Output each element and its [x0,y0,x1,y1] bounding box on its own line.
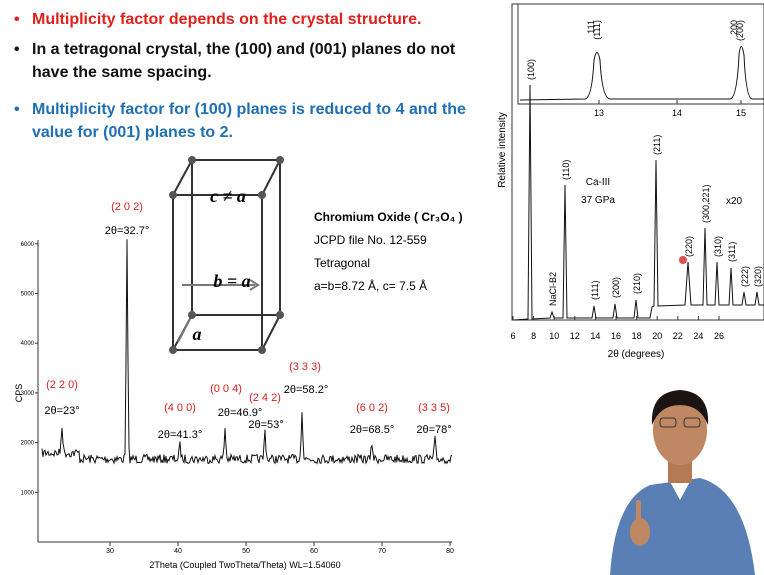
peak-hkl: (2 4 2) [249,392,281,404]
x-tick-label: 10 [549,331,559,341]
peak-hkl: (3 3 3) [289,361,321,373]
peak-angle: 2θ=32.7° [105,225,149,237]
peak-hkl: (3 3 5) [418,402,450,414]
x-tick-label: 26 [714,331,724,341]
x-axis-label: 2Theta (Coupled TwoTheta/Theta) WL=1.540… [149,560,340,570]
peak-label: (110) [561,160,571,180]
x-tick-label: 40 [174,548,182,555]
peak-hkl: (0 0 4) [210,383,242,395]
peak-angle: 2θ=78° [416,424,451,436]
x-tick-label: 13 [594,108,604,118]
x-tick-label: 22 [673,331,683,341]
peak-hkl: (2 0 2) [111,201,143,213]
x-tick-label: 6 [510,331,515,341]
peak-label: (310) [713,236,723,257]
x-tick-label: 18 [632,331,642,341]
x-tick-label: 50 [242,548,250,555]
presenter [610,390,755,575]
peak-label: (111) [590,280,600,300]
peak-label: (211) [652,135,662,155]
inset-frame [518,4,764,104]
x-tick-label: 20 [652,331,662,341]
y-tick-label: 4000 [21,341,35,347]
peak-angle: 2θ=41.3° [158,429,202,441]
material-info: Tetragonal [314,256,370,270]
peak-label: (210) [632,273,642,294]
y-axis-label: Relative intensity [497,112,508,188]
material-info: JCPD file No. 12-559 [314,233,427,247]
peak-hkl: (2 2 0) [46,379,78,391]
y-tick-label: 1000 [21,490,35,496]
x-tick-label: 80 [446,548,454,555]
peak-label: NaCl-B2 [548,272,558,306]
peak-angle: 2θ=68.5° [350,424,394,436]
peak-label: (220) [684,236,694,257]
diagram-label: b = a [213,271,250,291]
x-axis-label: 2θ (degrees) [608,349,665,360]
peak-label: (320) [753,266,763,287]
peak-label: (200) [611,277,621,298]
x-tick-label: 14 [590,331,600,341]
y-tick-label: 2000 [21,441,35,447]
x-tick-label: 24 [693,331,703,341]
peak-hkl: (6 0 2) [356,402,388,414]
x-tick-label: 70 [378,548,386,555]
inset-trace [520,47,764,101]
slide: Multiplicity factor depends on the cryst… [0,0,764,575]
x-tick-label: 8 [531,331,536,341]
y-tick-label: 5000 [21,292,35,298]
diagram-label: c ≠ a [210,186,246,206]
diagram-label: a [193,324,202,344]
peak-label: (222) [740,266,750,287]
x-tick-label: 12 [570,331,580,341]
note: x20 [726,196,743,207]
note: 37 GPa [581,195,615,206]
figure: c ≠ a b = a a Chromium Oxide ( Cr₃O₄ ) JCPD … [0,0,764,575]
peak-angle: 2θ=53° [248,419,283,431]
peak-label: (300,221) [701,184,711,223]
material-info: a=b=8.72 Å, c= 7.5 Å [314,278,427,293]
peak-label: (311) [727,242,737,262]
peak-label: (111) [592,20,602,40]
material-info: Chromium Oxide ( Cr₃O₄ ) [314,210,463,224]
x-tick-label: 15 [736,108,746,118]
peak-hkl: (4 0 0) [164,402,196,414]
y-axis-label: CPS [14,384,24,403]
x-tick-label: 30 [106,548,114,555]
peak-angle: 2θ=46.9° [218,407,262,419]
peak-angle: 2θ=23° [44,405,79,417]
peak-angle: 2θ=58.2° [284,384,328,396]
x-tick-label: 16 [611,331,621,341]
note: Ca-III [586,177,610,188]
peak-label: (100) [526,59,536,80]
y-tick-label: 6000 [21,242,35,248]
x-tick-label: 60 [310,548,318,555]
x-tick-label: 14 [672,108,682,118]
peak-label: (200) [735,20,745,41]
